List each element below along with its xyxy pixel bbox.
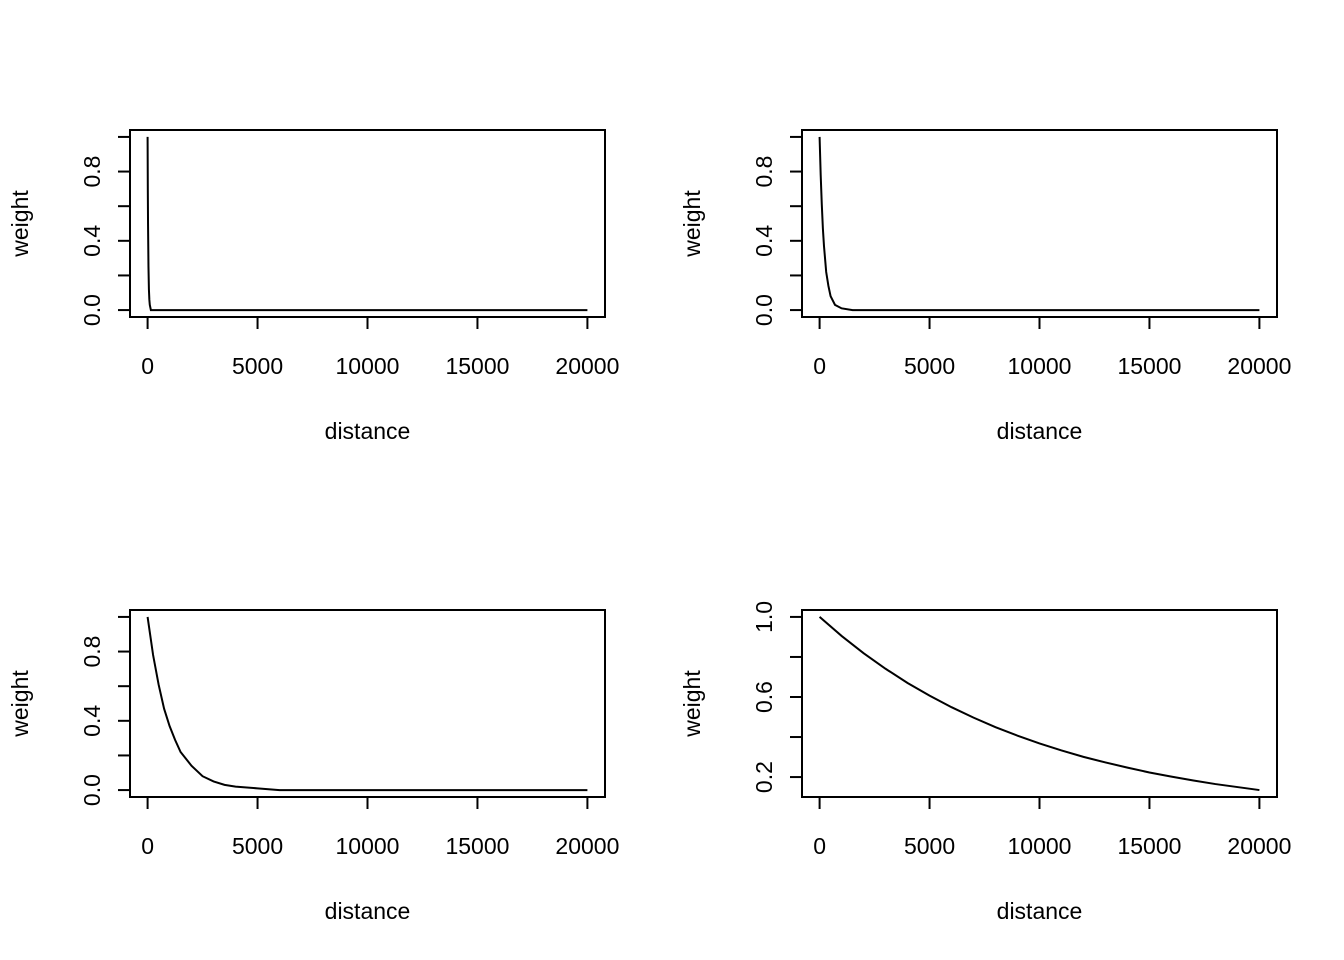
plot-frame xyxy=(129,609,606,798)
x-tick-label: 10000 xyxy=(1008,833,1072,859)
x-tick-label: 15000 xyxy=(1117,833,1181,859)
panel-2: 0 5000 10000 15000 20000 0.0 0.4 0.8 distance wei… xyxy=(679,129,1291,444)
x-axis-title: distance xyxy=(325,898,411,924)
y-axis-title: weight xyxy=(679,670,705,738)
x-tick-label: 0 xyxy=(813,833,826,859)
x-tick-label: 15000 xyxy=(445,353,509,379)
y-tick-label: 0.0 xyxy=(79,774,105,806)
x-tick-label: 0 xyxy=(141,833,154,859)
panel-4: 0 5000 10000 15000 20000 0.2 0.6 1.0 distance wei… xyxy=(679,601,1291,924)
y-tick-label: 0.6 xyxy=(751,681,777,713)
x-tick-label: 15000 xyxy=(445,833,509,859)
y-tick-label: 0.2 xyxy=(751,761,777,793)
x-tick-label: 5000 xyxy=(232,833,283,859)
x-tick-label: 20000 xyxy=(1227,353,1291,379)
series-line-1 xyxy=(818,136,1260,312)
x-tick-label: 5000 xyxy=(232,353,283,379)
x-tick-label: 20000 xyxy=(555,833,619,859)
plot-frame xyxy=(801,609,1278,798)
panel-1: 0 5000 10000 15000 20000 0.0 0.4 0.8 distance wei… xyxy=(7,129,619,444)
x-tick-label: 20000 xyxy=(1227,833,1291,859)
x-tick-label: 10000 xyxy=(336,833,400,859)
x-tick-label: 15000 xyxy=(1117,353,1181,379)
x-tick-label: 5000 xyxy=(904,353,955,379)
y-tick-label: 0.4 xyxy=(79,225,105,257)
y-tick-label: 0.8 xyxy=(751,156,777,188)
x-axis-title: distance xyxy=(325,418,411,444)
y-tick-label: 0.8 xyxy=(79,156,105,188)
series-line-1 xyxy=(146,616,588,792)
series-line-1 xyxy=(818,616,1260,792)
series-line-1 xyxy=(146,136,588,312)
y-tick-label: 0.8 xyxy=(79,636,105,668)
y-axis-title: weight xyxy=(7,190,33,258)
x-axis-title: distance xyxy=(997,898,1083,924)
y-tick-label: 0.0 xyxy=(751,294,777,326)
x-tick-label: 0 xyxy=(141,353,154,379)
x-tick-label: 10000 xyxy=(1008,353,1072,379)
x-axis-title: distance xyxy=(997,418,1083,444)
y-tick-label: 0.4 xyxy=(79,705,105,737)
x-tick-label: 0 xyxy=(813,353,826,379)
x-tick-label: 5000 xyxy=(904,833,955,859)
y-axis-title: weight xyxy=(7,670,33,738)
y-tick-label: 0.0 xyxy=(79,294,105,326)
y-tick-label: 0.4 xyxy=(751,225,777,257)
x-tick-label: 10000 xyxy=(336,353,400,379)
panel-3: 0 5000 10000 15000 20000 0.0 0.4 0.8 distance wei… xyxy=(7,609,619,924)
plot-frame xyxy=(129,129,606,318)
y-tick-label: 1.0 xyxy=(751,601,777,633)
y-axis-title: weight xyxy=(679,190,705,258)
x-tick-label: 20000 xyxy=(555,353,619,379)
plot-frame xyxy=(801,129,1278,318)
